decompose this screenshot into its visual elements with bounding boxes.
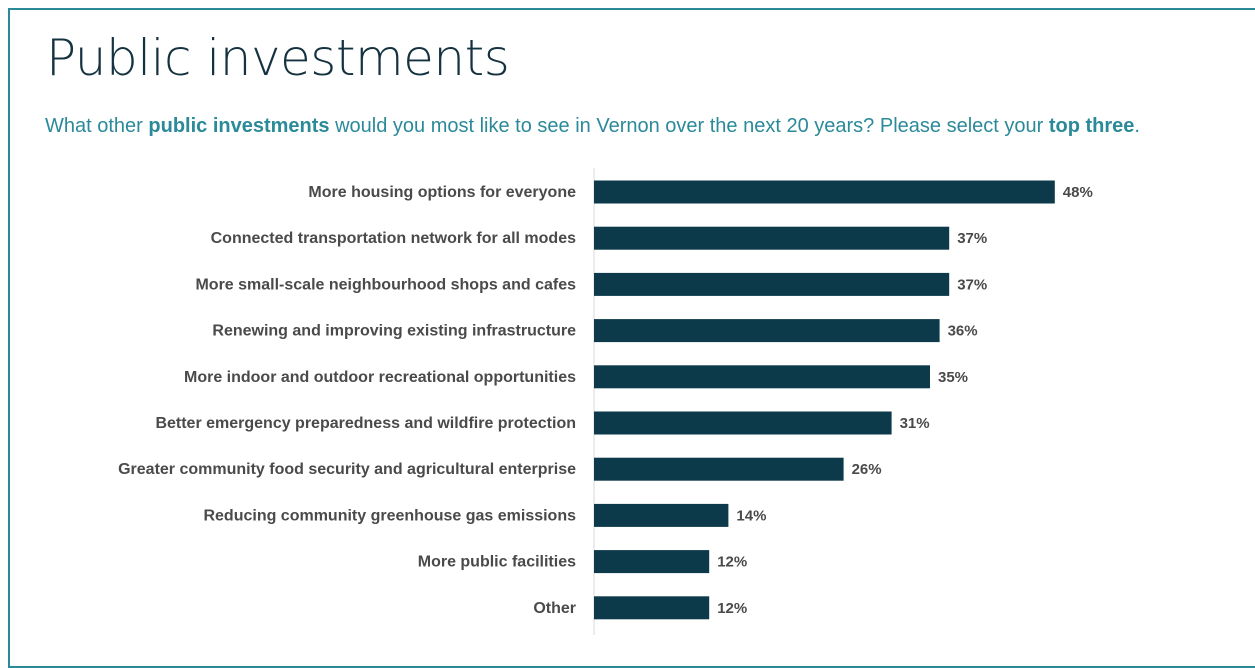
bar-chart: More housing options for everyone Connect… bbox=[118, 168, 1093, 635]
subtitle-text: . bbox=[1134, 115, 1140, 137]
subtitle-text: would you most like to see in Vernon ove… bbox=[329, 115, 1049, 137]
category-label: More small-scale neighbourhood shops and… bbox=[195, 276, 576, 293]
value-label: 37% bbox=[957, 230, 987, 247]
category-label: Renewing and improving existing infrastr… bbox=[212, 323, 576, 340]
category-label: Greater community food security and agri… bbox=[118, 461, 576, 478]
subtitle-emphasis: public investments bbox=[148, 115, 330, 137]
subtitle-emphasis: top three bbox=[1048, 115, 1135, 137]
value-label: 36% bbox=[948, 323, 978, 340]
category-labels-group: More housing options for everyone Connect… bbox=[118, 184, 576, 617]
bar bbox=[594, 226, 950, 250]
value-label: 35% bbox=[938, 369, 968, 386]
value-label: 37% bbox=[957, 276, 987, 293]
category-label: Other bbox=[533, 600, 576, 617]
bar bbox=[594, 411, 892, 435]
bar bbox=[594, 457, 844, 481]
bar bbox=[594, 503, 729, 527]
value-label: 12% bbox=[717, 554, 747, 571]
category-label: More housing options for everyone bbox=[308, 184, 576, 201]
bars-group bbox=[594, 180, 1055, 620]
bar bbox=[594, 180, 1055, 204]
category-label: More public facilities bbox=[418, 554, 576, 571]
value-labels-group: 48% 37% 37% 36% 35% 31% 26% 14% 12% 12% bbox=[717, 184, 1093, 617]
category-label: Better emergency preparedness and wildfi… bbox=[155, 415, 576, 432]
bar bbox=[594, 365, 930, 389]
category-label: Connected transportation network for all… bbox=[211, 230, 576, 247]
bar bbox=[594, 550, 710, 574]
category-label: Reducing community greenhouse gas emissi… bbox=[203, 507, 576, 524]
bar bbox=[594, 596, 710, 620]
value-label: 14% bbox=[736, 507, 766, 524]
bar bbox=[594, 319, 940, 343]
value-label: 31% bbox=[900, 415, 930, 432]
value-label: 48% bbox=[1063, 184, 1093, 201]
subtitle-text: What other bbox=[45, 115, 149, 137]
value-label: 26% bbox=[852, 461, 882, 478]
survey-question: What other public investments would you … bbox=[45, 113, 1140, 139]
value-label: 12% bbox=[717, 600, 747, 617]
bar bbox=[594, 272, 950, 296]
page-title: Public investments bbox=[46, 29, 510, 87]
category-label: More indoor and outdoor recreational opp… bbox=[184, 369, 576, 386]
